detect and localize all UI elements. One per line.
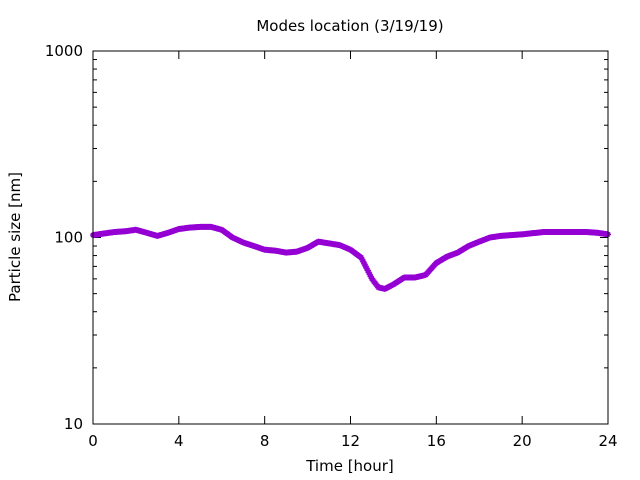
y-tick-label: 100: [54, 229, 83, 247]
axis-ticks: [92, 50, 609, 425]
data-point: [364, 267, 371, 274]
tick-labels: 0 4 8 12 16 20 24 10 100 1000: [45, 42, 618, 450]
x-tick-label: 12: [341, 432, 360, 450]
x-tick-label: 20: [513, 432, 532, 450]
data-point: [365, 269, 372, 276]
data-point: [362, 263, 369, 270]
plot-frame: [92, 50, 609, 425]
data-point: [361, 260, 368, 267]
y-axis-label: Particle size [nm]: [6, 172, 24, 302]
data-point: [359, 256, 366, 263]
data-point: [363, 265, 370, 272]
x-tick-label: 24: [598, 432, 617, 450]
x-tick-label: 0: [88, 432, 98, 450]
x-tick-label: 8: [260, 432, 270, 450]
x-axis-label: Time [hour]: [305, 457, 394, 475]
data-points: [90, 223, 611, 292]
data-point: [366, 271, 373, 278]
x-tick-label: 4: [174, 432, 184, 450]
y-tick-label: 10: [64, 415, 83, 433]
data-point: [360, 258, 367, 265]
data-point: [358, 254, 365, 261]
y-tick-label: 1000: [45, 42, 83, 60]
x-tick-label: 16: [427, 432, 446, 450]
data-point: [367, 273, 374, 280]
chart-title: Modes location (3/19/19): [256, 17, 443, 35]
